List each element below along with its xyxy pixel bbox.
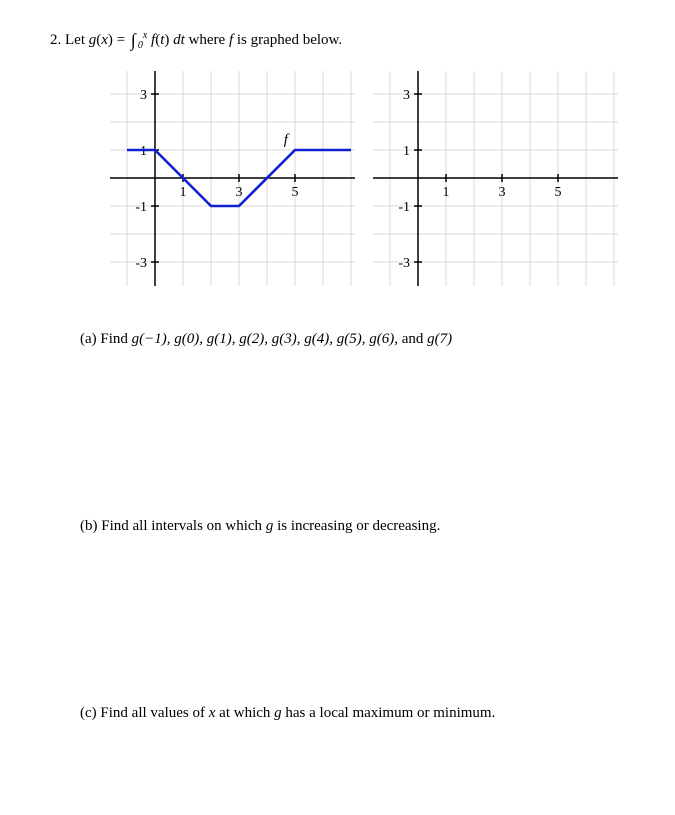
text: Let	[65, 32, 89, 48]
part-b: (b) Find all intervals on which g is inc…	[80, 518, 625, 535]
dt: dt	[169, 32, 184, 48]
problem-number: 2.	[50, 32, 61, 48]
svg-text:5: 5	[292, 185, 299, 200]
part-c: (c) Find all values of x at which g has …	[80, 705, 625, 722]
chart-right: 1 3 5 -3 -1 1 3	[373, 71, 618, 291]
part-a: (a) Find g(−1), g(0), g(1), g(2), g(3), …	[80, 331, 625, 348]
charts-row: 1 3 5 -3 -1 1 3 f 1 3 5 -3 -1 1 3	[110, 71, 625, 291]
svg-text:3: 3	[140, 88, 147, 103]
int-upper: x	[143, 30, 147, 41]
part-label: (c)	[80, 705, 97, 721]
svg-text:f: f	[284, 132, 290, 148]
problem-statement: 2. Let g(x) = ∫0x f(t) dt where f is gra…	[50, 30, 625, 51]
g-last: g(7)	[427, 331, 452, 347]
svg-text:1: 1	[443, 185, 450, 200]
svg-text:-3: -3	[135, 256, 147, 271]
svg-text:3: 3	[236, 185, 243, 200]
x-var: x	[101, 32, 108, 48]
text: Find all values of	[100, 705, 208, 721]
chart-left: 1 3 5 -3 -1 1 3 f	[110, 71, 355, 291]
svg-text:-1: -1	[135, 200, 147, 215]
svg-text:3: 3	[499, 185, 506, 200]
text: at which	[215, 705, 274, 721]
text: is increasing or decreasing.	[273, 518, 440, 534]
part-label: (a)	[80, 331, 97, 347]
chart-right-svg: 1 3 5 -3 -1 1 3	[373, 71, 618, 286]
svg-text:-1: -1	[398, 200, 410, 215]
svg-text:1: 1	[403, 144, 410, 159]
text: is graphed below.	[233, 32, 342, 48]
text: Find all intervals on which	[101, 518, 266, 534]
text: and	[398, 331, 427, 347]
svg-text:1: 1	[180, 185, 187, 200]
text: where	[185, 32, 229, 48]
svg-text:1: 1	[140, 144, 147, 159]
svg-text:-3: -3	[398, 256, 410, 271]
text: ) =	[108, 32, 129, 48]
integral-sign: ∫	[131, 30, 136, 51]
chart-left-svg: 1 3 5 -3 -1 1 3 f	[110, 71, 355, 286]
svg-text:3: 3	[403, 88, 410, 103]
page: 2. Let g(x) = ∫0x f(t) dt where f is gra…	[0, 0, 675, 802]
g-var: g	[274, 705, 282, 721]
svg-text:5: 5	[555, 185, 562, 200]
text: has a local maximum or minimum.	[282, 705, 496, 721]
text: Find	[100, 331, 131, 347]
g-list: g(−1), g(0), g(1), g(2), g(3), g(4), g(5…	[132, 331, 398, 347]
part-label: (b)	[80, 518, 98, 534]
int-lower: 0	[138, 40, 143, 51]
